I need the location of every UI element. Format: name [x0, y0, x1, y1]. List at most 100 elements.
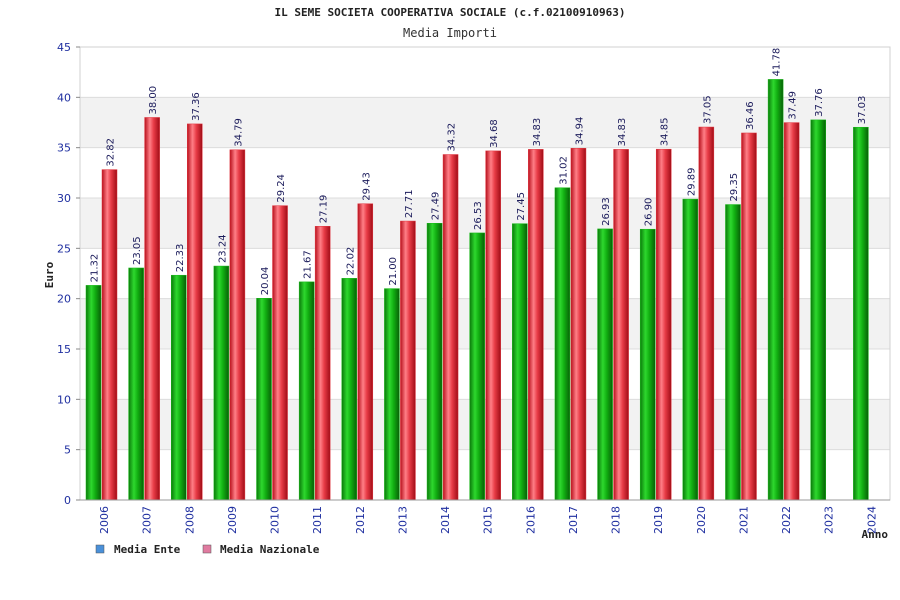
- value-label-media-nazionale: 29.43: [361, 172, 372, 201]
- bar-media-nazionale: [101, 169, 118, 501]
- value-label-media-ente: 27.49: [431, 192, 442, 221]
- y-axis-label: Euro: [43, 261, 56, 288]
- y-tick-label: 25: [57, 242, 71, 255]
- value-label-media-ente: 41.78: [772, 48, 783, 77]
- bar-media-nazionale: [144, 117, 160, 501]
- value-label-media-nazionale: 34.83: [617, 118, 628, 147]
- bar-media-ente: [85, 285, 102, 501]
- y-tick-label: 45: [57, 41, 71, 54]
- bar-media-nazionale: [187, 123, 203, 501]
- value-label-media-nazionale: 27.19: [319, 195, 330, 224]
- bar-media-ente: [256, 298, 272, 501]
- bar-media-ente: [298, 281, 315, 501]
- value-label-media-ente: 37.76: [814, 88, 825, 117]
- bar-media-nazionale: [442, 154, 459, 501]
- x-tick-label: 2024: [865, 506, 878, 534]
- x-tick-label: 2021: [737, 506, 750, 534]
- x-tick-label: 2011: [311, 506, 324, 534]
- value-label-media-ente: 22.02: [345, 247, 356, 276]
- bar-media-ente: [554, 187, 571, 501]
- y-tick-label: 40: [57, 91, 71, 104]
- x-tick-label: 2010: [269, 506, 282, 534]
- value-label-media-nazionale: 34.94: [574, 117, 585, 146]
- x-tick-label: 2009: [226, 506, 239, 534]
- value-labels-group: 21.32 32.82 23.05 38.00 22.33 37.36 23.24 34.79…: [90, 48, 868, 295]
- bar-media-ente: [597, 228, 613, 501]
- legend-label-media-nazionale: Media Nazionale: [220, 543, 320, 556]
- y-tick-label: 35: [57, 142, 71, 155]
- bar-media-ente: [682, 198, 699, 501]
- value-label-media-ente: 26.90: [644, 198, 655, 227]
- value-label-media-ente: 31.02: [558, 156, 569, 185]
- x-tick-label: 2016: [524, 506, 537, 534]
- value-label-media-nazionale: 34.83: [532, 118, 543, 147]
- bar-media-nazionale: [229, 149, 246, 501]
- legend-swatch-media-ente: [95, 544, 105, 554]
- x-tick-label: 2012: [354, 506, 367, 534]
- bar-media-nazionale: [485, 150, 501, 501]
- value-label-media-nazionale: 29.24: [276, 174, 287, 203]
- x-tick-label: 2023: [823, 506, 836, 534]
- bar-media-ente: [512, 223, 528, 501]
- x-tick-label: 2006: [98, 506, 111, 534]
- legend: Media Ente Media Nazionale: [95, 543, 320, 556]
- bars-group: [85, 79, 869, 501]
- bar-media-nazionale: [528, 149, 544, 501]
- legend-swatch-media-nazionale: [202, 544, 212, 554]
- bar-media-ente: [128, 267, 144, 501]
- value-label-media-nazionale: 37.36: [191, 92, 202, 121]
- value-label-media-nazionale: 32.82: [106, 138, 117, 167]
- x-tick-label: 2017: [567, 506, 580, 534]
- x-tick-label: 2022: [780, 506, 793, 534]
- value-label-media-ente: 21.32: [90, 254, 101, 283]
- bar-media-nazionale: [400, 220, 416, 501]
- x-ticks-group: 2006 2007 2008 2009 2010 2011 2012 2013 2014 2015…: [98, 506, 878, 534]
- bar-media-nazionale: [570, 148, 587, 501]
- value-label-media-nazionale: 34.32: [447, 123, 458, 152]
- bar-media-ente: [384, 288, 400, 501]
- x-tick-label: 2019: [652, 506, 665, 534]
- value-label-media-ente: 22.33: [175, 244, 186, 273]
- value-label-media-ente: 26.53: [473, 201, 484, 230]
- value-label-media-nazionale: 34.85: [660, 118, 671, 147]
- chart-title: IL SEME SOCIETA COOPERATIVA SOCIALE (c.f…: [275, 6, 626, 19]
- value-label-media-nazionale: 34.68: [489, 119, 500, 148]
- value-label-media-nazionale: 27.71: [404, 189, 415, 218]
- x-tick-label: 2020: [695, 506, 708, 534]
- bar-media-ente: [853, 126, 869, 501]
- y-tick-label: 5: [64, 444, 71, 457]
- x-tick-label: 2015: [482, 506, 495, 534]
- x-axis-label: Anno: [862, 528, 889, 541]
- value-label-media-ente: 27.45: [516, 192, 527, 221]
- chart-subtitle: Media Importi: [403, 26, 497, 40]
- x-tick-label: 2008: [183, 506, 196, 534]
- bar-media-ente: [639, 228, 656, 501]
- value-label-media-nazionale: 38.00: [148, 86, 159, 115]
- bar-media-ente: [426, 223, 443, 501]
- value-label-media-nazionale: 37.05: [702, 95, 713, 124]
- bar-media-nazionale: [655, 148, 672, 501]
- y-tick-label: 30: [57, 192, 71, 205]
- value-label-media-ente: 21.67: [303, 250, 314, 279]
- bar-media-nazionale: [613, 149, 629, 501]
- bar-media-ente: [767, 79, 784, 501]
- y-ticks-group: 0 5 10 15 20 25 30 35 40 45: [57, 41, 80, 507]
- y-tick-label: 0: [64, 494, 71, 507]
- x-tick-label: 2014: [439, 506, 452, 534]
- bar-media-nazionale: [783, 122, 800, 501]
- bar-media-nazionale: [314, 226, 331, 501]
- value-label-media-ente: 37.03: [857, 96, 868, 125]
- x-tick-label: 2013: [396, 506, 409, 534]
- value-label-media-nazionale: 37.49: [788, 91, 799, 120]
- value-label-media-ente: 29.35: [729, 173, 740, 202]
- bar-media-nazionale: [272, 205, 288, 501]
- bar-media-nazionale: [357, 203, 374, 501]
- bar-media-ente: [810, 119, 826, 501]
- bar-media-ente: [171, 274, 187, 501]
- x-tick-label: 2007: [141, 506, 154, 534]
- value-label-media-ente: 23.05: [132, 236, 143, 265]
- bar-media-ente: [341, 278, 358, 501]
- bar-media-ente: [213, 265, 230, 501]
- x-tick-label: 2018: [610, 506, 623, 534]
